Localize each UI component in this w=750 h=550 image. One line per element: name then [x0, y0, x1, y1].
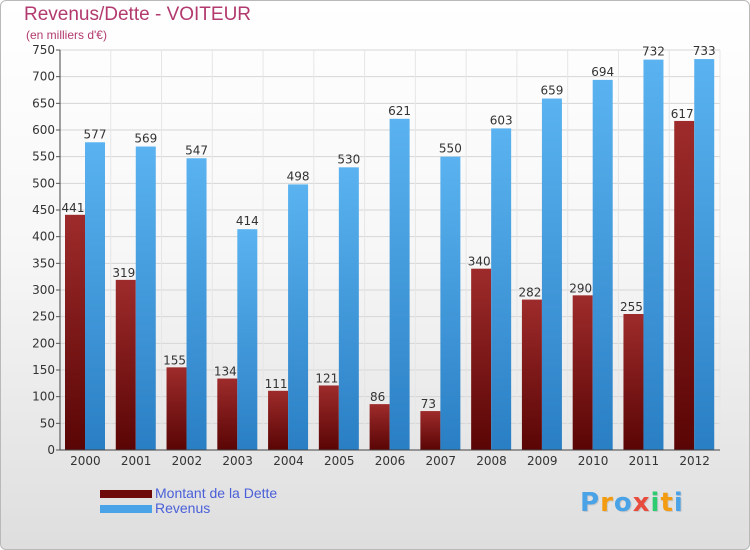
y-tick-label: 500: [32, 176, 55, 190]
data-label-debt-2001: 319: [112, 266, 135, 280]
x-tick-label-2006: 2006: [375, 454, 406, 468]
x-tick-label-2000: 2000: [70, 454, 101, 468]
proxiti-logo: Proxiti: [580, 488, 684, 518]
legend-swatch-revenue: [100, 505, 152, 513]
logo-letter: r: [600, 488, 614, 518]
bar-debt-2005: [318, 385, 339, 450]
bar-revenue-2000: [85, 142, 105, 450]
data-label-debt-2010: 290: [569, 281, 592, 295]
bar-revenue-2011: [643, 59, 664, 450]
data-label-revenue-2006: 621: [388, 104, 411, 118]
bar-debt-2012: [674, 120, 695, 450]
x-tick-label-2004: 2004: [273, 454, 304, 468]
data-label-revenue-2000: 577: [84, 127, 107, 141]
y-tick-label: 300: [32, 283, 55, 297]
bar-revenue-2008: [491, 128, 512, 450]
x-tick-label-2009: 2009: [527, 454, 558, 468]
x-tick-label-2008: 2008: [476, 454, 507, 468]
bar-debt-2000: [65, 214, 85, 450]
logo-letter: o: [613, 488, 633, 518]
y-tick-label: 750: [32, 43, 55, 57]
y-tick-label: 700: [32, 70, 55, 84]
y-tick-label: 200: [32, 336, 55, 350]
legend-swatch-debt: [100, 490, 152, 498]
x-tick-label-2001: 2001: [121, 454, 152, 468]
y-tick-label: 150: [32, 363, 55, 377]
data-label-revenue-2012: 733: [693, 44, 716, 58]
bar-debt-2001: [115, 279, 136, 450]
x-tick-label-2003: 2003: [222, 454, 253, 468]
data-label-debt-2011: 255: [620, 300, 643, 314]
data-label-revenue-2009: 659: [540, 84, 563, 98]
y-tick-label: 100: [32, 390, 55, 404]
y-tick-label: 450: [32, 203, 55, 217]
y-tick-label: 350: [32, 256, 55, 270]
x-tick-label-2007: 2007: [425, 454, 456, 468]
y-tick-label: 550: [32, 150, 55, 164]
data-label-revenue-2003: 414: [236, 214, 259, 228]
y-tick-label: 0: [47, 443, 55, 457]
logo-letter: i: [673, 488, 684, 518]
data-label-debt-2000: 441: [62, 201, 85, 215]
bar-revenue-2009: [541, 98, 562, 451]
bar-debt-2004: [268, 390, 289, 450]
bar-revenue-2003: [237, 229, 258, 450]
x-tick-label-2012: 2012: [679, 454, 710, 468]
bar-revenue-2004: [288, 184, 309, 450]
bar-debt-2003: [217, 378, 238, 450]
bar-debt-2010: [572, 295, 593, 450]
bar-revenue-2005: [338, 167, 359, 451]
y-tick-label: 650: [32, 96, 55, 110]
bar-debt-2006: [369, 404, 390, 450]
data-label-revenue-2011: 732: [642, 45, 665, 59]
logo-letter: x: [632, 488, 651, 518]
bar-revenue-2002: [186, 158, 207, 450]
bar-revenue-2012: [694, 59, 715, 451]
logo-letter: i: [650, 488, 661, 518]
bar-debt-2007: [420, 411, 441, 450]
y-tick-label: 250: [32, 310, 55, 324]
data-label-revenue-2010: 694: [591, 65, 614, 79]
chart-title: Revenus/Dette - VOITEUR: [24, 4, 252, 25]
data-label-debt-2002: 155: [163, 353, 186, 367]
legend-label-revenue: Revenus: [155, 500, 211, 516]
data-label-debt-2008: 340: [468, 255, 491, 269]
chart-subtitle: (en milliers d'€): [26, 28, 107, 42]
data-label-revenue-2002: 547: [185, 143, 208, 157]
logo-letter: P: [580, 488, 601, 518]
data-label-debt-2005: 121: [315, 371, 338, 385]
bar-debt-2002: [166, 367, 187, 450]
x-tick-label-2011: 2011: [629, 454, 660, 468]
legend-label-debt: Montant de la Dette: [155, 485, 278, 501]
y-tick-label: 50: [40, 416, 55, 430]
bar-revenue-2010: [592, 79, 613, 450]
x-tick-label-2005: 2005: [324, 454, 355, 468]
data-label-revenue-2008: 603: [490, 113, 513, 127]
y-tick-label: 400: [32, 230, 55, 244]
x-tick-label-2010: 2010: [578, 454, 609, 468]
data-label-debt-2009: 282: [518, 286, 541, 300]
data-label-revenue-2007: 550: [439, 142, 462, 156]
data-label-debt-2007: 73: [421, 397, 436, 411]
x-tick-label-2002: 2002: [172, 454, 203, 468]
logo-letter: t: [660, 488, 674, 518]
bar-debt-2011: [623, 314, 644, 450]
data-label-revenue-2005: 530: [337, 152, 360, 166]
data-label-debt-2003: 134: [214, 365, 237, 379]
bar-revenue-2006: [389, 118, 410, 451]
bar-revenue-2007: [440, 156, 461, 450]
bar-debt-2008: [471, 268, 492, 450]
data-label-debt-2004: 111: [265, 377, 288, 391]
data-label-revenue-2001: 569: [134, 132, 157, 146]
data-label-revenue-2004: 498: [287, 169, 310, 183]
bar-debt-2009: [521, 299, 542, 450]
bar-revenue-2001: [135, 146, 156, 451]
data-label-debt-2006: 86: [370, 390, 385, 404]
data-label-debt-2012: 617: [671, 107, 694, 121]
y-tick-label: 600: [32, 123, 55, 137]
